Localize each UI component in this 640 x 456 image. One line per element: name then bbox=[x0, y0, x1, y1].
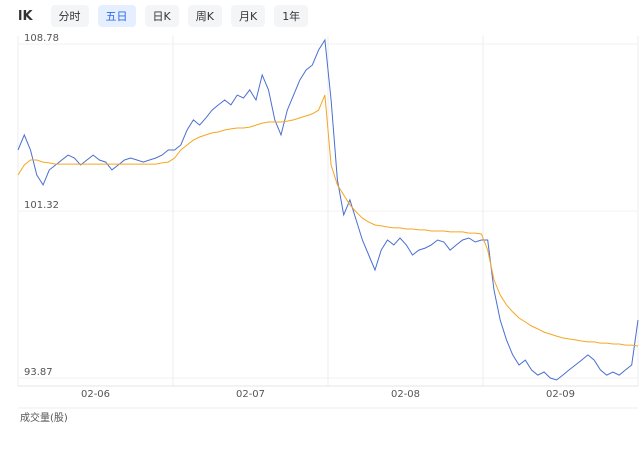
y-tick-label: 101.32 bbox=[24, 200, 59, 211]
x-tick-label: 02-07 bbox=[236, 389, 265, 400]
tab[interactable]: 1年 bbox=[274, 5, 309, 27]
tab[interactable]: 月K bbox=[230, 5, 266, 27]
y-tick-label: 108.78 bbox=[24, 33, 59, 44]
series-line bbox=[17, 38, 639, 381]
toolbar: lK 分时 五日 日K 周K 月K 1年 bbox=[0, 5, 317, 27]
x-tick-label: 02-08 bbox=[391, 389, 420, 400]
tab[interactable]: 周K bbox=[187, 5, 222, 27]
tab[interactable]: 五日 bbox=[97, 5, 136, 27]
x-tick-label: 02-09 bbox=[546, 389, 575, 400]
tab[interactable]: 日K bbox=[144, 5, 179, 27]
volume-label: 成交量(股) bbox=[20, 411, 68, 424]
series-line bbox=[17, 94, 639, 347]
x-tick-label: 02-06 bbox=[81, 389, 110, 400]
logo[interactable]: lK bbox=[18, 8, 33, 24]
y-tick-label: 93.87 bbox=[24, 367, 53, 378]
tab[interactable]: 分时 bbox=[50, 5, 89, 27]
